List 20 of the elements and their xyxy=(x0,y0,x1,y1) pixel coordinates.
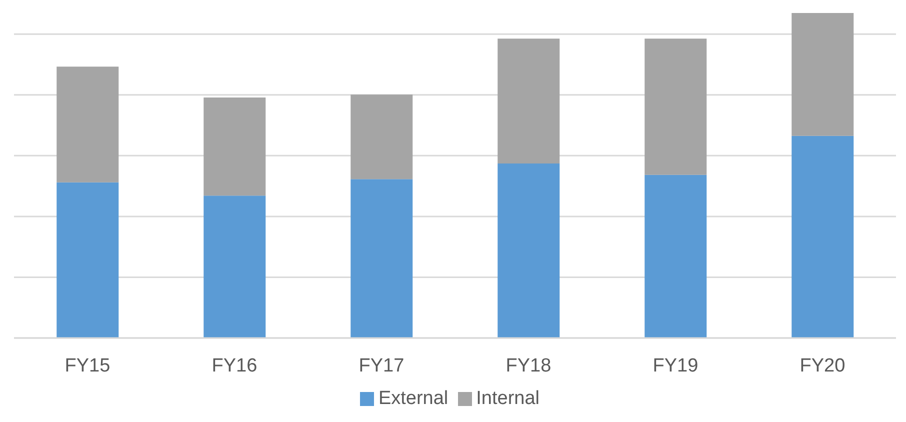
bar xyxy=(56,66,119,182)
bar xyxy=(204,196,266,338)
x-tick-label: FY17 xyxy=(358,355,404,376)
bar xyxy=(498,38,560,164)
bar xyxy=(204,98,266,196)
x-tick-label: FY19 xyxy=(652,355,698,376)
legend-label: External xyxy=(378,388,448,409)
bar xyxy=(350,179,413,338)
bar xyxy=(792,13,854,136)
legend-label: Internal xyxy=(476,388,540,409)
x-tick-label: FY16 xyxy=(212,355,258,376)
x-tick-label: FY20 xyxy=(800,355,846,376)
bar xyxy=(644,38,707,175)
bar xyxy=(350,94,413,180)
bar xyxy=(792,136,854,338)
x-tick-label: FY18 xyxy=(506,355,552,376)
bar xyxy=(56,182,119,338)
x-tick-label: FY15 xyxy=(64,355,110,376)
bar xyxy=(644,174,707,338)
bar xyxy=(498,163,560,338)
